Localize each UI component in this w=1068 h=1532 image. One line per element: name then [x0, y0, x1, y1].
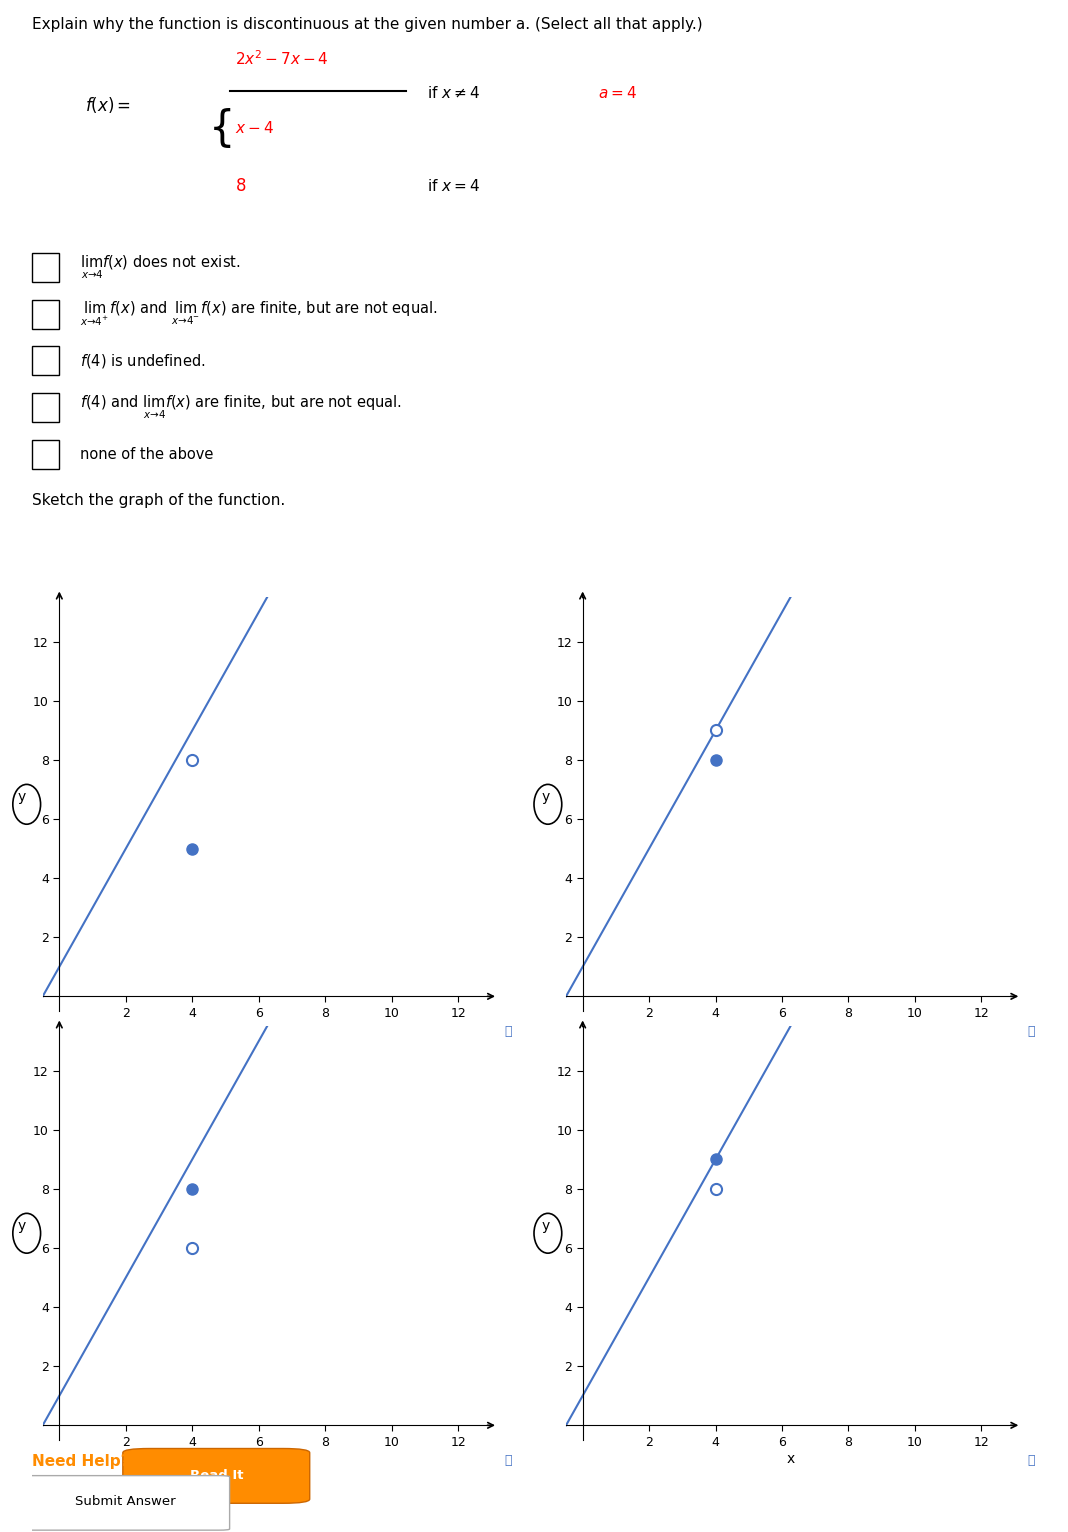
FancyBboxPatch shape — [32, 440, 59, 469]
Text: Explain why the function is discontinuous at the given number a. (Select all tha: Explain why the function is discontinuou… — [32, 17, 703, 32]
FancyBboxPatch shape — [32, 346, 59, 375]
FancyBboxPatch shape — [32, 300, 59, 329]
Text: $a = 4$: $a = 4$ — [598, 86, 637, 101]
Text: $2x^2 - 7x - 4$: $2x^2 - 7x - 4$ — [235, 49, 329, 67]
Y-axis label: y: y — [541, 791, 549, 804]
Text: Sketch the graph of the function.: Sketch the graph of the function. — [32, 493, 285, 509]
FancyBboxPatch shape — [32, 253, 59, 282]
Text: if $x \neq 4$: if $x \neq 4$ — [427, 86, 481, 101]
Text: ⓘ: ⓘ — [1027, 1454, 1035, 1468]
Text: $\lim_{x \to 4} f(x)$ does not exist.: $\lim_{x \to 4} f(x)$ does not exist. — [80, 254, 240, 282]
Y-axis label: y: y — [18, 1219, 26, 1233]
FancyBboxPatch shape — [123, 1449, 310, 1503]
Text: $f(4)$ and $\lim_{x \to 4} f(x)$ are finite, but are not equal.: $f(4)$ and $\lim_{x \to 4} f(x)$ are fin… — [80, 394, 402, 421]
Text: if $x = 4$: if $x = 4$ — [427, 178, 481, 195]
Text: $\{$: $\{$ — [208, 106, 232, 150]
Text: $f(4)$ is undefined.: $f(4)$ is undefined. — [80, 352, 206, 369]
Text: $8$: $8$ — [235, 178, 247, 195]
Text: Need Help?: Need Help? — [32, 1454, 129, 1469]
Text: $\lim_{x \to 4^+} f(x)$ and $\lim_{x \to 4^-} f(x)$ are finite, but are not equa: $\lim_{x \to 4^+} f(x)$ and $\lim_{x \to… — [80, 300, 438, 328]
X-axis label: x: x — [263, 1451, 271, 1466]
FancyBboxPatch shape — [32, 394, 59, 421]
FancyBboxPatch shape — [21, 1475, 230, 1530]
Text: $x - 4$: $x - 4$ — [235, 119, 273, 136]
Text: ⓘ: ⓘ — [1027, 1025, 1035, 1039]
Text: ⓘ: ⓘ — [504, 1025, 512, 1039]
Y-axis label: y: y — [18, 791, 26, 804]
Text: ⓘ: ⓘ — [504, 1454, 512, 1468]
Y-axis label: y: y — [541, 1219, 549, 1233]
Text: Read It: Read It — [189, 1469, 244, 1481]
Text: Submit Answer: Submit Answer — [75, 1495, 176, 1507]
X-axis label: x: x — [263, 1022, 271, 1037]
Text: $f(x) =$: $f(x) =$ — [85, 95, 131, 115]
X-axis label: x: x — [786, 1022, 795, 1037]
Text: none of the above: none of the above — [80, 447, 214, 461]
X-axis label: x: x — [786, 1451, 795, 1466]
